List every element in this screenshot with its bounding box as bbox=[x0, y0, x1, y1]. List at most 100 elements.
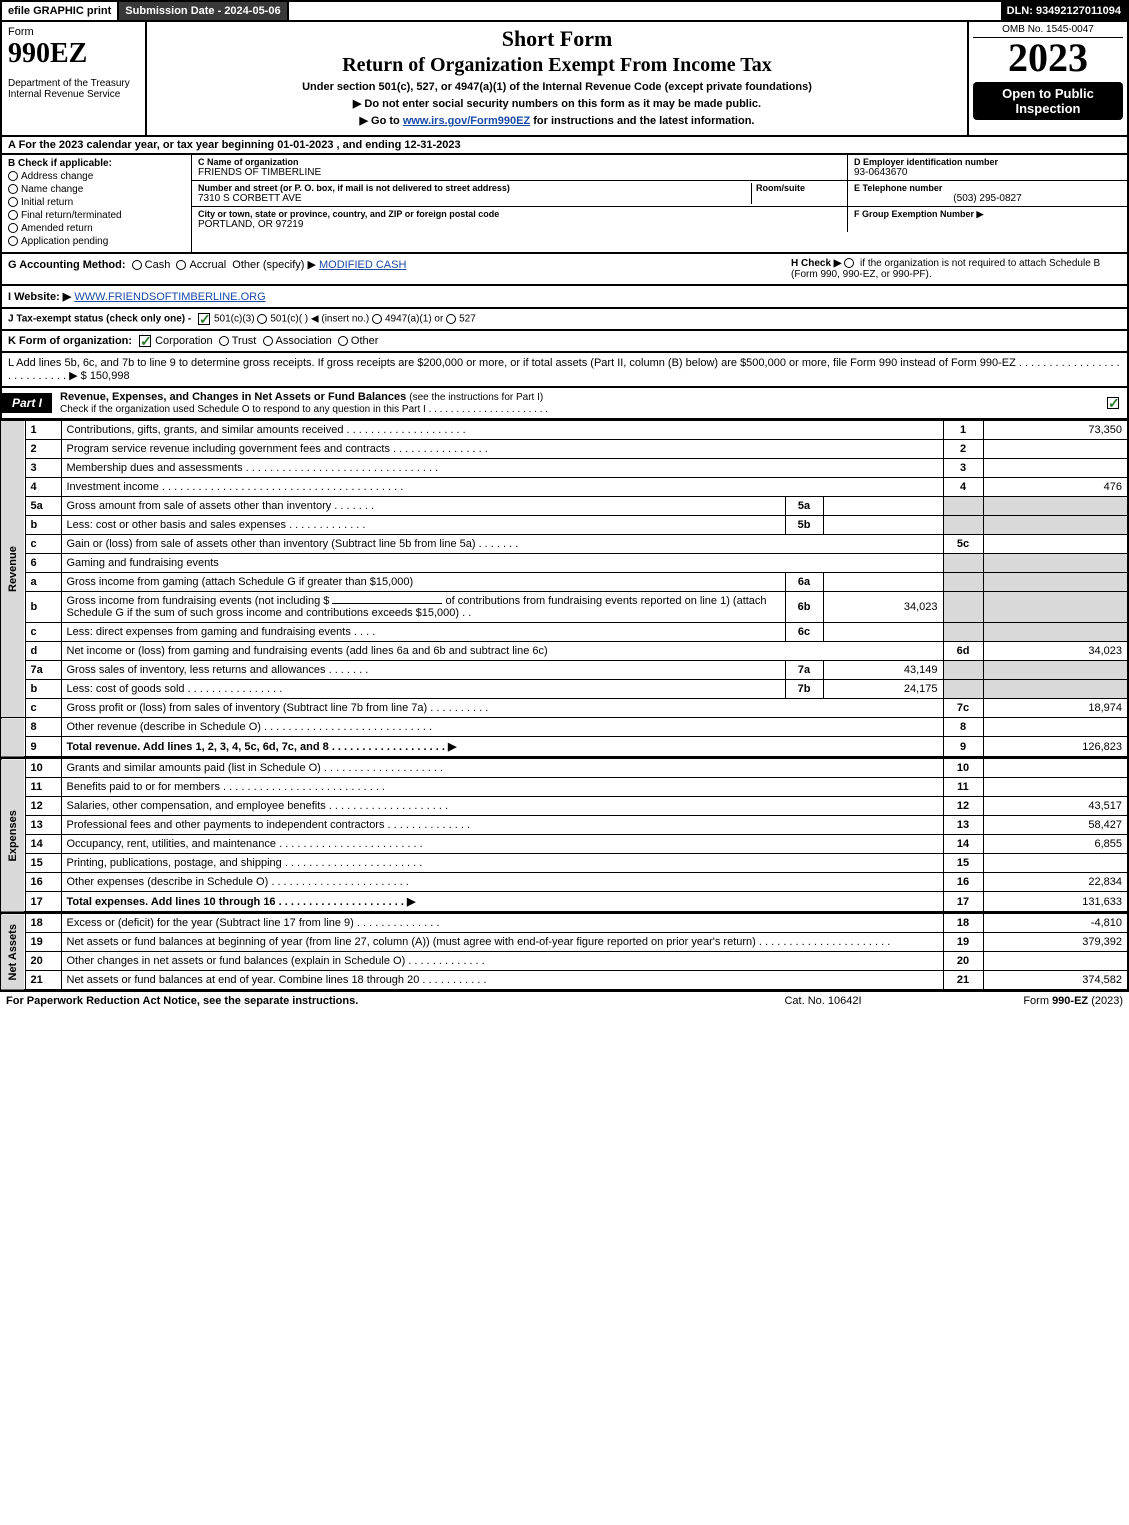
line-6a-desc: Gross income from gaming (attach Schedul… bbox=[61, 573, 785, 592]
org-city: PORTLAND, OR 97219 bbox=[198, 219, 841, 230]
row-k-form-org: K Form of organization: Corporation Trus… bbox=[0, 331, 1129, 353]
line-1-val: 73,350 bbox=[983, 421, 1128, 440]
line-14-desc: Occupancy, rent, utilities, and maintena… bbox=[61, 835, 943, 854]
room-label: Room/suite bbox=[756, 183, 841, 193]
part1-schedule-o-checkbox[interactable] bbox=[1107, 397, 1119, 409]
efile-label[interactable]: efile GRAPHIC print bbox=[2, 2, 119, 20]
g-cash-radio[interactable] bbox=[132, 260, 142, 270]
e-tel-block: E Telephone number (503) 295-0827 bbox=[847, 181, 1127, 206]
open-to-public: Open to Public Inspection bbox=[973, 82, 1123, 120]
header-center: Short Form Return of Organization Exempt… bbox=[147, 22, 967, 135]
b-opt-final[interactable]: Final return/terminated bbox=[8, 210, 185, 221]
j-501c3-checkbox[interactable] bbox=[198, 313, 210, 325]
line-6-desc: Gaming and fundraising events bbox=[61, 554, 943, 573]
b-opt-amended[interactable]: Amended return bbox=[8, 223, 185, 234]
d-ein-block: D Employer identification number 93-0643… bbox=[847, 155, 1127, 180]
c-addr-block: Number and street (or P. O. box, if mail… bbox=[192, 181, 847, 206]
form-label: Form bbox=[8, 26, 139, 38]
k-other-radio[interactable] bbox=[338, 336, 348, 346]
col-cdef: C Name of organization FRIENDS OF TIMBER… bbox=[192, 155, 1127, 252]
line-5c-desc: Gain or (loss) from sale of assets other… bbox=[61, 535, 943, 554]
c-city-block: City or town, state or province, country… bbox=[192, 207, 847, 232]
c-org-name-block: C Name of organization FRIENDS OF TIMBER… bbox=[192, 155, 847, 180]
f-group-block: F Group Exemption Number ▶ bbox=[847, 207, 1127, 232]
org-name: FRIENDS OF TIMBERLINE bbox=[198, 167, 841, 178]
e-tel-label: E Telephone number bbox=[854, 183, 1121, 193]
line-21-desc: Net assets or fund balances at end of ye… bbox=[61, 971, 943, 991]
k-assoc-radio[interactable] bbox=[263, 336, 273, 346]
row-j-tax-status: J Tax-exempt status (check only one) - 5… bbox=[0, 309, 1129, 331]
line-6d-desc: Net income or (loss) from gaming and fun… bbox=[61, 642, 943, 661]
form-number: 990EZ bbox=[8, 38, 139, 70]
line-16-desc: Other expenses (describe in Schedule O) … bbox=[61, 873, 943, 892]
g-accrual-radio[interactable] bbox=[176, 260, 186, 270]
line-3-desc: Membership dues and assessments . . . . … bbox=[61, 459, 943, 478]
c-city-label: City or town, state or province, country… bbox=[198, 209, 841, 219]
instruction-1: ▶ Do not enter social security numbers o… bbox=[155, 97, 959, 110]
f-group-label: F Group Exemption Number ▶ bbox=[854, 209, 1121, 220]
row-i-website: I Website: ▶ WWW.FRIENDSOFTIMBERLINE.ORG bbox=[0, 286, 1129, 309]
line-5b-desc: Less: cost or other basis and sales expe… bbox=[61, 516, 785, 535]
l-amount: 150,998 bbox=[90, 370, 130, 382]
j-527-radio[interactable] bbox=[446, 314, 456, 324]
b-opt-name[interactable]: Name change bbox=[8, 184, 185, 195]
submission-date: Submission Date - 2024-05-06 bbox=[119, 2, 288, 20]
line-7c-desc: Gross profit or (loss) from sales of inv… bbox=[61, 699, 943, 718]
line-7a-desc: Gross sales of inventory, less returns a… bbox=[61, 661, 785, 680]
part1-title: Revenue, Expenses, and Changes in Net As… bbox=[52, 388, 1103, 418]
line-15-desc: Printing, publications, postage, and shi… bbox=[61, 854, 943, 873]
footer-left: For Paperwork Reduction Act Notice, see … bbox=[6, 995, 723, 1007]
instruction-2: ▶ Go to www.irs.gov/Form990EZ for instru… bbox=[155, 114, 959, 127]
j-501c-radio[interactable] bbox=[257, 314, 267, 324]
h-block: H Check ▶ if the organization is not req… bbox=[791, 258, 1121, 280]
line-4-desc: Investment income . . . . . . . . . . . … bbox=[61, 478, 943, 497]
j-label: J Tax-exempt status (check only one) - bbox=[8, 314, 191, 325]
footer-catalog: Cat. No. 10642I bbox=[723, 995, 923, 1007]
b-title: B Check if applicable: bbox=[8, 158, 185, 169]
line-19-desc: Net assets or fund balances at beginning… bbox=[61, 933, 943, 952]
netassets-table: Net Assets 18 Excess or (deficit) for th… bbox=[0, 913, 1129, 991]
c-name-label: C Name of organization bbox=[198, 157, 841, 167]
part1-check-text: Check if the organization used Schedule … bbox=[60, 404, 548, 415]
line-18-desc: Excess or (deficit) for the year (Subtra… bbox=[61, 914, 943, 933]
k-corp-checkbox[interactable] bbox=[139, 335, 151, 347]
b-opt-initial[interactable]: Initial return bbox=[8, 197, 185, 208]
line-1-desc: Contributions, gifts, grants, and simila… bbox=[61, 421, 943, 440]
line-1-rn: 1 bbox=[943, 421, 983, 440]
g-label: G Accounting Method: bbox=[8, 259, 126, 271]
l-text: L Add lines 5b, 6c, and 7b to line 9 to … bbox=[8, 357, 1120, 382]
b-opt-address[interactable]: Address change bbox=[8, 171, 185, 182]
line-6b-desc: Gross income from fundraising events (no… bbox=[61, 592, 785, 623]
g-method-link[interactable]: MODIFIED CASH bbox=[319, 259, 406, 271]
department-label: Department of the Treasury Internal Reve… bbox=[8, 78, 139, 100]
website-link[interactable]: WWW.FRIENDSOFTIMBERLINE.ORG bbox=[74, 291, 265, 303]
netassets-side-label: Net Assets bbox=[1, 914, 25, 991]
tel-value: (503) 295-0827 bbox=[854, 193, 1121, 204]
line-10-desc: Grants and similar amounts paid (list in… bbox=[61, 759, 943, 778]
revenue-side-label: Revenue bbox=[1, 421, 25, 718]
page-footer: For Paperwork Reduction Act Notice, see … bbox=[0, 991, 1129, 1010]
h-checkbox[interactable] bbox=[844, 258, 854, 268]
j-4947-radio[interactable] bbox=[372, 314, 382, 324]
expenses-table: Expenses 10 Grants and similar amounts p… bbox=[0, 758, 1129, 913]
section-bcdef: B Check if applicable: Address change Na… bbox=[0, 155, 1129, 254]
line-9-desc: Total revenue. Add lines 1, 2, 3, 4, 5c,… bbox=[61, 737, 943, 758]
line-2-desc: Program service revenue including govern… bbox=[61, 440, 943, 459]
form-header: Form 990EZ Department of the Treasury In… bbox=[0, 22, 1129, 137]
b-opt-pending[interactable]: Application pending bbox=[8, 236, 185, 247]
col-b-checkboxes: B Check if applicable: Address change Na… bbox=[2, 155, 192, 252]
org-address: 7310 S CORBETT AVE bbox=[198, 193, 751, 204]
part1-tag: Part I bbox=[2, 393, 52, 413]
header-right: OMB No. 1545-0047 2023 Open to Public In… bbox=[967, 22, 1127, 135]
main-title: Return of Organization Exempt From Incom… bbox=[155, 54, 959, 77]
irs-link[interactable]: www.irs.gov/Form990EZ bbox=[403, 115, 530, 127]
line-1-no: 1 bbox=[25, 421, 61, 440]
i-label: I Website: ▶ bbox=[8, 291, 71, 303]
k-trust-radio[interactable] bbox=[219, 336, 229, 346]
k-label: K Form of organization: bbox=[8, 335, 132, 347]
footer-right: Form 990-EZ (2023) bbox=[923, 995, 1123, 1007]
part1-header-row: Part I Revenue, Expenses, and Changes in… bbox=[0, 388, 1129, 420]
line-8-desc: Other revenue (describe in Schedule O) .… bbox=[61, 718, 943, 737]
d-ein-label: D Employer identification number bbox=[854, 157, 1121, 167]
inst2-post: for instructions and the latest informat… bbox=[530, 115, 754, 127]
